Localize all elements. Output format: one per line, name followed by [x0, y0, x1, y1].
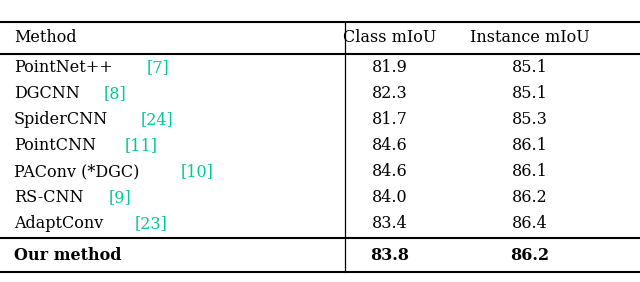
- Text: 85.1: 85.1: [512, 60, 548, 76]
- Text: 81.7: 81.7: [372, 111, 408, 129]
- Text: [10]: [10]: [180, 164, 214, 180]
- Text: [24]: [24]: [140, 111, 173, 129]
- Text: PointNet++: PointNet++: [14, 60, 113, 76]
- Text: Instance mIoU: Instance mIoU: [470, 30, 590, 47]
- Text: RS-CNN: RS-CNN: [14, 190, 83, 206]
- Text: 83.4: 83.4: [372, 215, 408, 232]
- Text: [11]: [11]: [125, 138, 158, 155]
- Text: 86.2: 86.2: [511, 246, 550, 263]
- Text: 81.9: 81.9: [372, 60, 408, 76]
- Text: 84.6: 84.6: [372, 138, 408, 155]
- Text: DGCNN: DGCNN: [14, 85, 80, 102]
- Text: PAConv (*DGC): PAConv (*DGC): [14, 164, 140, 180]
- Text: 85.1: 85.1: [512, 85, 548, 102]
- Text: 86.1: 86.1: [512, 138, 548, 155]
- Text: 82.3: 82.3: [372, 85, 408, 102]
- Text: PointCNN: PointCNN: [14, 138, 96, 155]
- Text: 86.2: 86.2: [512, 190, 548, 206]
- Text: Our method: Our method: [14, 246, 122, 263]
- Text: 86.4: 86.4: [512, 215, 548, 232]
- Text: Method: Method: [14, 30, 77, 47]
- Text: Class mIoU: Class mIoU: [343, 30, 436, 47]
- Text: [23]: [23]: [134, 215, 167, 232]
- Text: AdaptConv: AdaptConv: [14, 215, 103, 232]
- Text: [8]: [8]: [104, 85, 127, 102]
- Text: 84.0: 84.0: [372, 190, 408, 206]
- Text: 84.6: 84.6: [372, 164, 408, 180]
- Text: 86.1: 86.1: [512, 164, 548, 180]
- Text: 85.3: 85.3: [512, 111, 548, 129]
- Text: 83.8: 83.8: [371, 246, 410, 263]
- Text: SpiderCNN: SpiderCNN: [14, 111, 108, 129]
- Text: [7]: [7]: [147, 60, 169, 76]
- Text: [9]: [9]: [109, 190, 131, 206]
